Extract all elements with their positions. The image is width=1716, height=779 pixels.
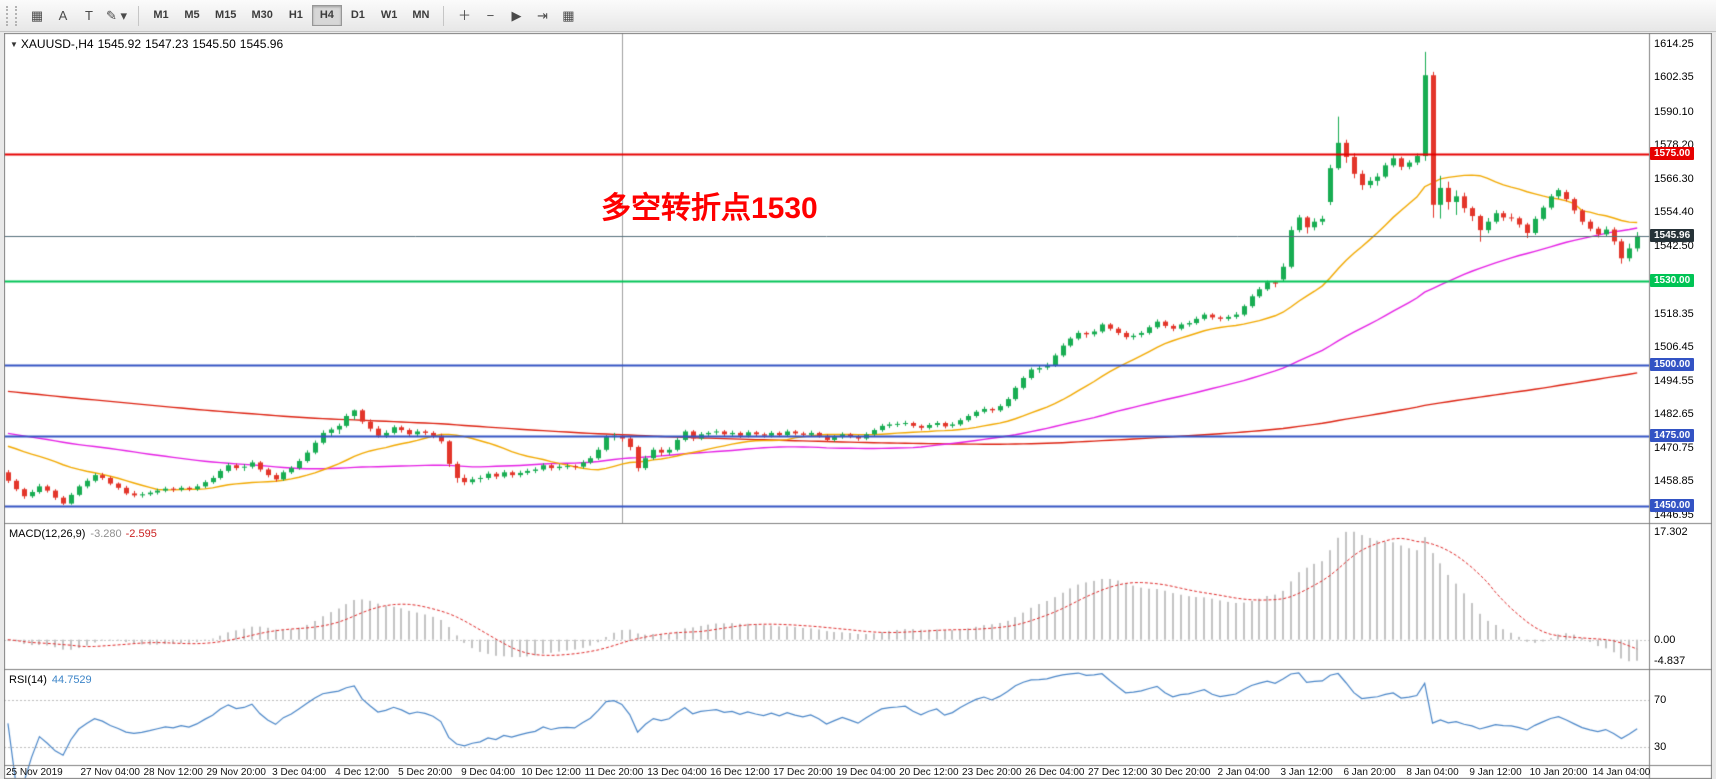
price-chart-canvas[interactable] (4, 33, 1712, 779)
ohlc-header: ▼ XAUUSD-,H4 1545.92 1547.23 1545.50 1545.96 (10, 37, 287, 51)
rsi-indicator-label: RSI(14) 44.7529 (9, 674, 92, 686)
timeframe-button-h1[interactable]: H1 (281, 5, 311, 26)
timeframe-button-h4[interactable]: H4 (311, 5, 342, 26)
auto-scroll-icon[interactable]: ▶ (503, 4, 529, 27)
zoom-in-icon[interactable]: ＋ (451, 4, 477, 27)
macd-indicator-label: MACD(12,26,9) -3.280 -2.595 (9, 528, 157, 540)
macd-name: MACD(12,26,9) (9, 528, 86, 540)
toolbar-drag-handle[interactable] (6, 5, 17, 26)
timeframe-button-m30[interactable]: M30 (244, 5, 279, 26)
timeframe-toolbar: M1 M5 M15 M30 H1 H4 D1 W1 MN (146, 5, 436, 26)
toolbar-separator (138, 5, 140, 26)
timeframe-button-w1[interactable]: W1 (374, 5, 405, 26)
symbol-period-label: XAUUSD-,H4 (20, 37, 94, 51)
label-tool-icon[interactable]: T (76, 4, 102, 27)
open-value: 1545.92 (97, 37, 141, 51)
rsi-name: RSI(14) (9, 674, 47, 686)
symbol-collapse-icon[interactable]: ▼ (10, 40, 18, 49)
toolbar-left-group: ▦ A T ✎ ▾ (24, 4, 131, 27)
toolbar-separator (443, 5, 445, 26)
main-toolbar: ▦ A T ✎ ▾ M1 M5 M15 M30 H1 H4 D1 W1 MN ＋ − ▶ ⇥ ▦ (0, 0, 1716, 32)
chart-shift-icon[interactable]: ⇥ (529, 4, 555, 27)
toolbar-right-group: ＋ − ▶ ⇥ ▦ (451, 4, 581, 27)
tile-windows-icon[interactable]: ▦ (555, 4, 581, 27)
draw-tools-dropdown-icon[interactable]: ✎ ▾ (102, 4, 131, 27)
grid-tool-icon[interactable]: ▦ (24, 4, 50, 27)
high-value: 1547.23 (145, 37, 189, 51)
chart-annotation-text[interactable]: 多空转折点1530 (601, 192, 818, 225)
low-value: 1545.50 (192, 37, 236, 51)
timeframe-button-d1[interactable]: D1 (343, 5, 373, 26)
macd-main-value: -3.280 (90, 528, 122, 540)
timeframe-button-mn[interactable]: MN (405, 5, 436, 26)
timeframe-button-m15[interactable]: M15 (208, 5, 243, 26)
rsi-value: 44.7529 (51, 674, 92, 686)
timeframe-button-m1[interactable]: M1 (146, 5, 176, 26)
chart-window: ▼ XAUUSD-,H4 1545.92 1547.23 1545.50 1545.96 … (4, 33, 1712, 779)
text-tool-icon[interactable]: A (50, 4, 76, 27)
macd-signal-value: -2.595 (125, 528, 157, 540)
zoom-out-icon[interactable]: − (477, 4, 503, 27)
close-value: 1545.96 (239, 37, 284, 51)
timeframe-button-m5[interactable]: M5 (177, 5, 207, 26)
